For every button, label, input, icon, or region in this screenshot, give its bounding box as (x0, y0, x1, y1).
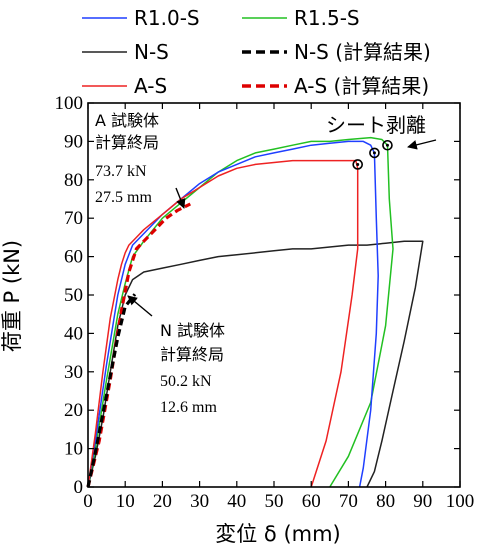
n-calc-line-1: N 試験体 (160, 321, 225, 340)
y-tick-label-3: 30 (64, 362, 83, 383)
a-calc-line-2: 計算終局 (95, 133, 159, 152)
x-tick-label-6: 60 (302, 491, 321, 512)
plot-frame (87, 102, 461, 488)
x-tick-label-9: 90 (413, 491, 432, 512)
y-tick-label-4: 40 (64, 323, 83, 344)
sheet-peel-label: シート剥離 (326, 113, 426, 137)
n-calc-line-2: 計算終局 (160, 345, 224, 364)
y-tick-label-8: 80 (64, 170, 83, 191)
y-tick-label-6: 60 (64, 247, 83, 268)
y-tick-label-7: 70 (64, 208, 83, 229)
series-layer (86, 136, 424, 488)
x-tick-label-7: 70 (339, 491, 358, 512)
a-calc-line-3: 73.7 kN (95, 163, 147, 180)
legend-label-1: R1.5-S (294, 6, 360, 30)
a-calc-line-1: A 試験体 (95, 111, 159, 130)
y-tick-label-9: 90 (64, 131, 83, 152)
y-tick-label-2: 20 (64, 400, 83, 421)
x-tick-label-3: 30 (190, 491, 209, 512)
y-tick-label-5: 50 (64, 285, 83, 306)
x-tick-label-4: 40 (227, 491, 246, 512)
a-calc-line-4: 27.5 mm (95, 189, 152, 206)
n-calc-line-4: 12.6 mm (160, 399, 217, 416)
peel-marker-2 (352, 159, 364, 170)
peel-marker-0 (369, 147, 380, 159)
sheet-peel-arrow (407, 139, 437, 150)
legend: R1.0-S R1.5-S N-S N-S (計算結果) A-S A-S (計算結果) (82, 6, 431, 98)
series-line-a-s (87, 159, 359, 488)
n-calc-line-3: 50.2 kN (160, 373, 212, 390)
marker-layer (352, 139, 393, 170)
series-line-r1-5-s (87, 136, 394, 488)
legend-label-4: A-S (134, 74, 167, 98)
x-tick-label-2: 20 (153, 491, 172, 512)
x-tick-label-1: 10 (116, 491, 135, 512)
legend-label-3: N-S (計算結果) (294, 40, 431, 64)
peel-marker-dot-0 (372, 151, 376, 155)
y-axis-label: 荷重 P (kN) (0, 240, 24, 352)
legend-label-5: A-S (計算結果) (294, 74, 429, 98)
series-line-r1-0-s (87, 140, 379, 488)
a-calc-arrow (175, 187, 186, 209)
peel-marker-1 (382, 139, 393, 151)
legend-label-0: R1.0-S (134, 6, 200, 30)
legend-label-2: N-S (134, 40, 169, 64)
y-tick-label-0: 0 (74, 477, 84, 498)
y-tick-label-10: 100 (55, 93, 84, 114)
n-calc-arrow (127, 295, 153, 317)
x-axis-label: 変位 δ (mm) (215, 522, 341, 546)
peel-marker-dot-2 (356, 162, 360, 166)
peel-marker-dot-1 (385, 143, 389, 147)
x-tick-label-10: 100 (446, 491, 475, 512)
series-line-n-s (87, 240, 424, 488)
series-line-n-s-calc (86, 293, 137, 488)
axis-ticks: 0 10 20 30 40 50 60 70 80 90 100 0 10 20 30 40 50 60 70 80 9… (55, 93, 475, 512)
x-tick-label-0: 0 (83, 491, 93, 512)
x-tick-label-5: 50 (265, 491, 284, 512)
x-tick-label-8: 80 (376, 491, 395, 512)
y-tick-label-1: 10 (64, 439, 83, 460)
